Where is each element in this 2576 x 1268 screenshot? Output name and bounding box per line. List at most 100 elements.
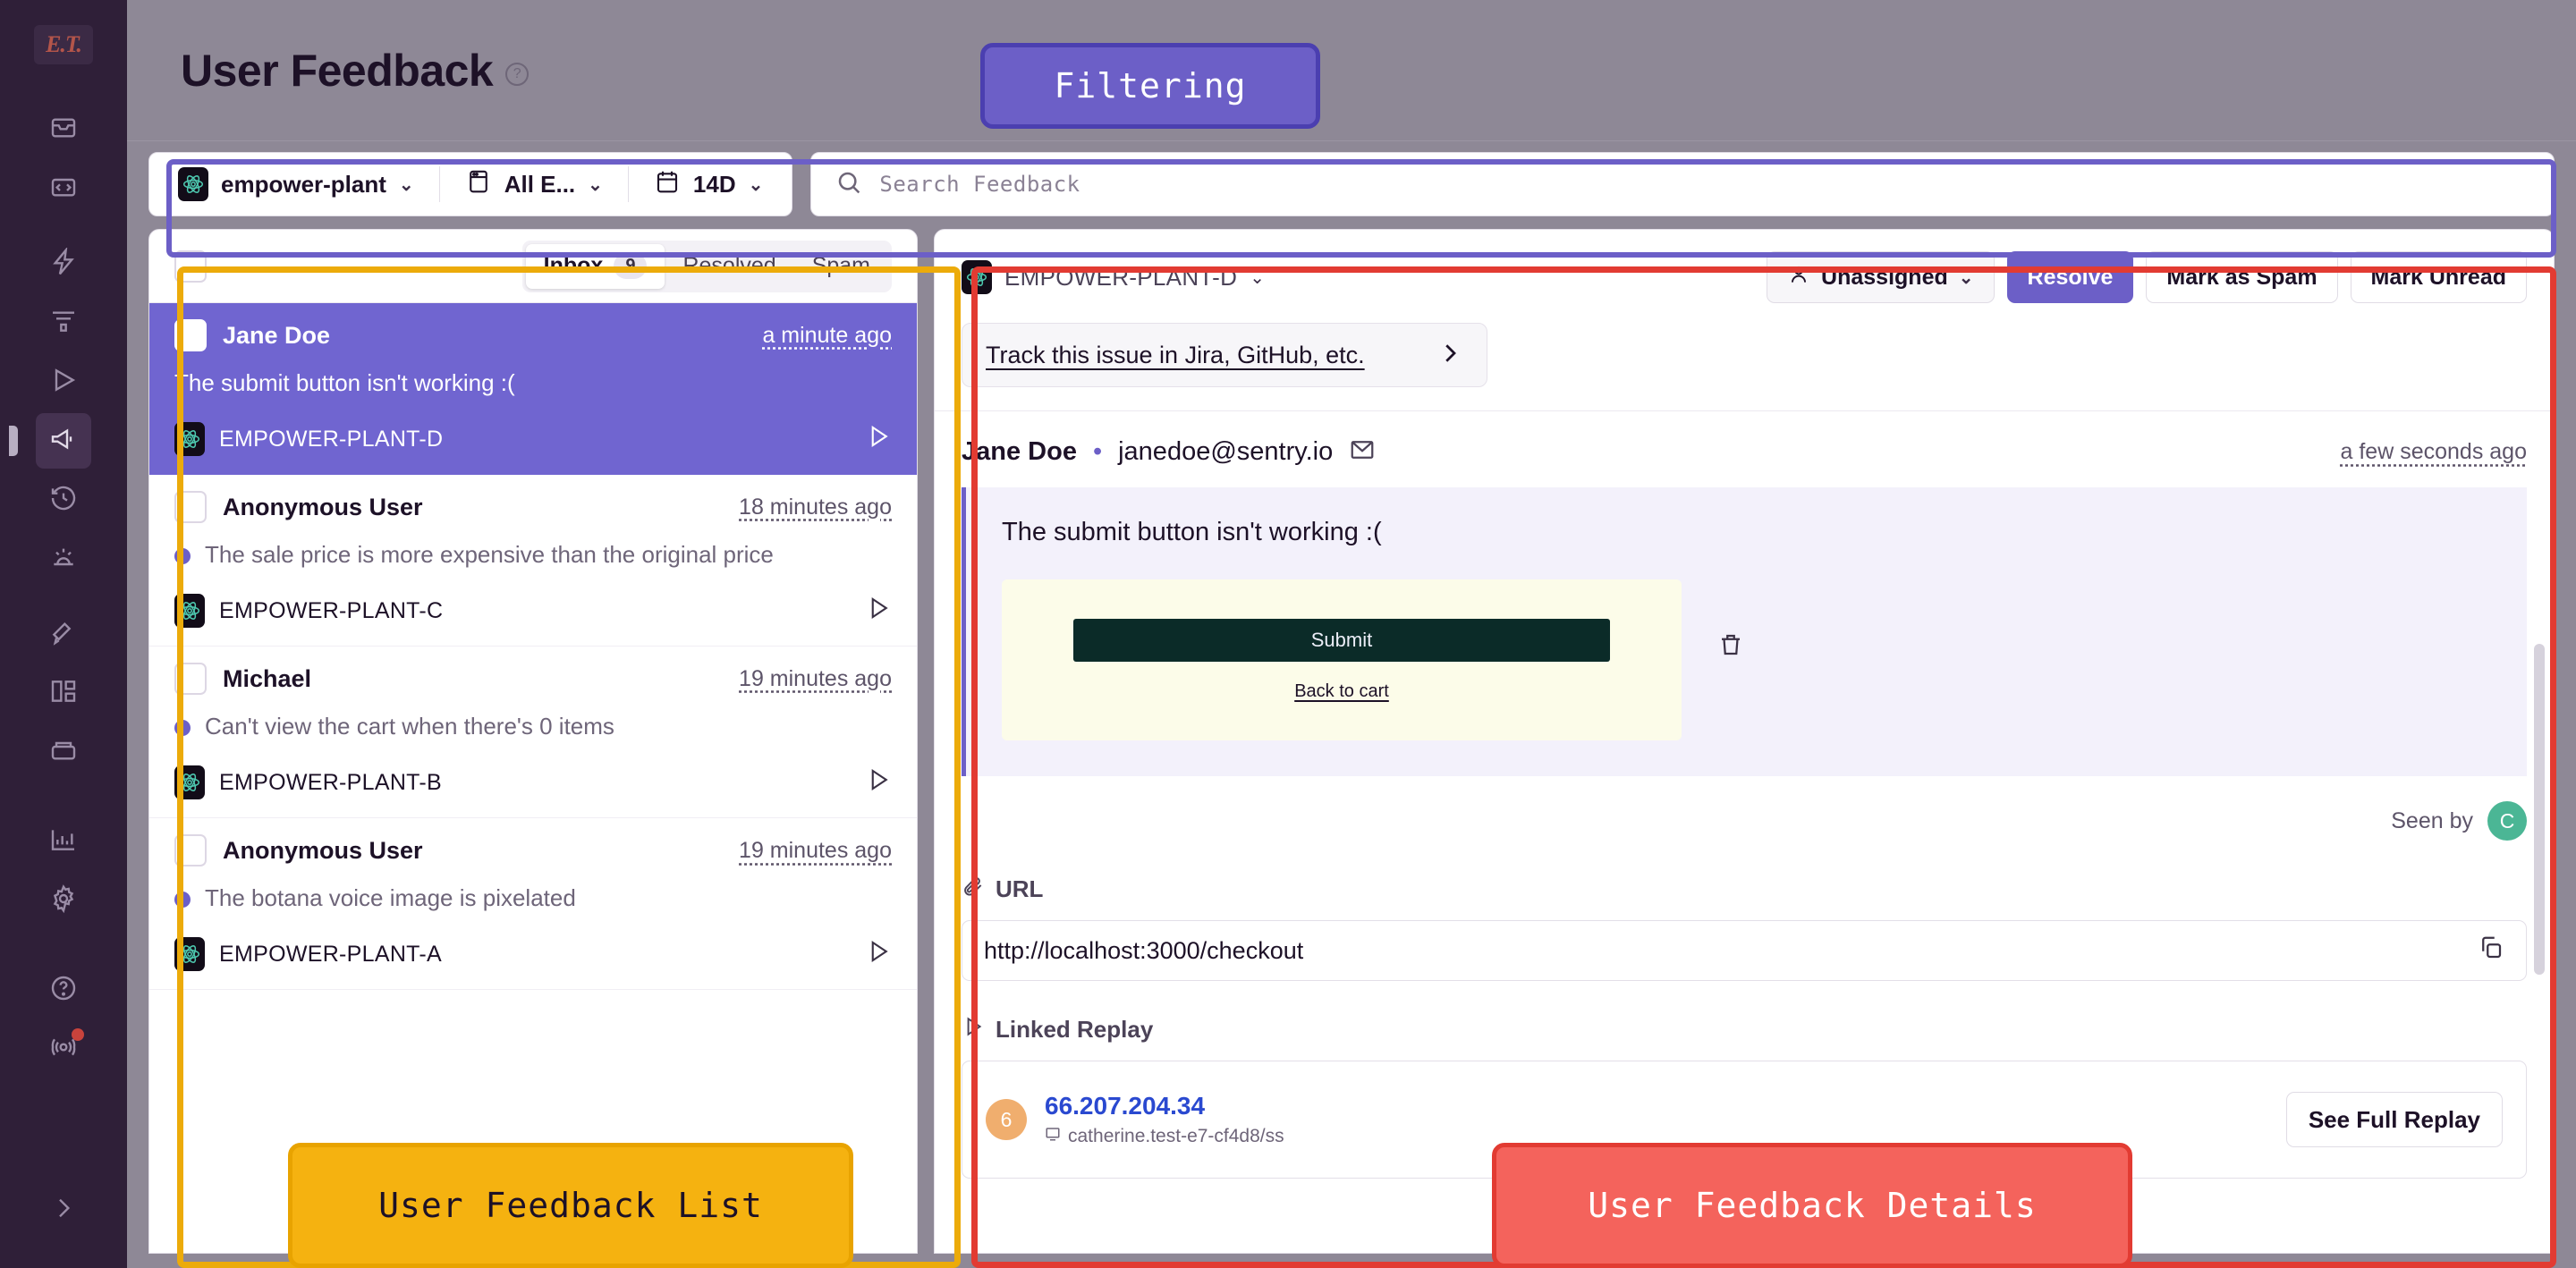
project-filter[interactable]: empower-plant ⌄ [153,157,439,211]
tab-resolved[interactable]: Resolved [665,244,793,289]
copy-icon[interactable] [2478,934,2504,968]
question-circle-icon[interactable]: ? [505,62,530,86]
sidebar: E.T. [0,0,127,1268]
list-item-message-row: The submit button isn't working :( [174,368,892,399]
detail-body: Jane Doe • janedoe@sentry.io a few secon… [935,411,2554,1253]
replay-ip: 66.207.204.34 [1045,1092,1206,1120]
mark-unread-button[interactable]: Mark Unread [2350,251,2527,303]
sidebar-item-replays[interactable] [36,354,91,410]
list-item[interactable]: Anonymous User 18 minutes ago The sale p… [149,475,917,647]
list-item-time: 19 minutes ago [739,837,892,863]
track-issue-button[interactable]: Track this issue in Jira, GitHub, etc. [962,323,1487,387]
detail-scrollbar[interactable] [2534,644,2545,975]
sidebar-item-feedback[interactable] [9,413,91,469]
chevron-down-icon: ⌄ [1250,267,1265,288]
list-item-checkbox[interactable] [174,491,207,524]
sidebar-item-whats-new[interactable] [36,1021,91,1077]
filter-group: empower-plant ⌄ All E... ⌄ 14D [148,152,793,216]
sidebar-item-history[interactable] [36,472,91,528]
author-time: a few seconds ago [2340,439,2527,464]
list-item[interactable]: Anonymous User 19 minutes ago The botana… [149,818,917,991]
author-email: janedoe@sentry.io [1118,437,1334,466]
discover-icon [49,618,78,651]
chevron-down-icon: ⌄ [1958,267,1974,288]
avatar[interactable]: C [2487,801,2527,841]
list-item-checkbox[interactable] [174,319,207,351]
sidebar-item-releases[interactable] [36,724,91,780]
stats-icon [49,825,78,858]
org-logo[interactable]: E.T. [34,25,93,64]
tab-inbox[interactable]: Inbox 9 [525,243,665,289]
sidebar-item-funnel[interactable] [36,295,91,351]
see-full-replay-label: See Full Replay [2308,1105,2480,1133]
sidebar-item-code[interactable] [36,161,91,216]
play-triangle-icon[interactable] [865,423,892,456]
list-item-time: a minute ago [762,322,892,348]
date-filter[interactable]: 14D ⌄ [629,157,788,211]
code-icon [49,173,78,206]
see-full-replay-button[interactable]: See Full Replay [2285,1092,2503,1147]
linked-replay-card[interactable]: 6 66.207.204.34 catherine.test-e7-cf4d8/… [962,1061,2527,1179]
sidebar-expand-toggle[interactable] [36,1182,91,1238]
screenshot-thumbnail[interactable]: Submit Back to cart [1002,579,1682,740]
broadcast-icon [49,1033,78,1066]
detail-project-selector[interactable]: EMPOWER-PLANT-D ⌄ [962,260,1265,294]
notification-badge [72,1028,84,1041]
search-placeholder: Search Feedback [879,172,1080,197]
mark-as-spam-button[interactable]: Mark as Spam [2146,251,2338,303]
trash-icon[interactable] [1717,631,1744,663]
user-icon [1787,263,1810,292]
page-title: User Feedback [181,45,494,96]
resolve-button[interactable]: Resolve [2006,251,2134,303]
tab-spam[interactable]: Spam [794,244,888,289]
list-item-project: EMPOWER-PLANT-D [219,426,444,452]
list-item[interactable]: Michael 19 minutes ago Can't view the ca… [149,647,917,819]
detail-actions: Unassigned ⌄ Resolve Mark as Spam Mark U… [1767,251,2527,303]
list-item-message-row: The sale price is more expensive than th… [174,539,892,571]
sidebar-item-dashboards[interactable] [36,665,91,721]
list-item-checkbox[interactable] [174,834,207,867]
megaphone-icon [49,425,78,458]
divider [438,166,440,202]
play-triangle-icon[interactable] [865,938,892,971]
list-item-checkbox[interactable] [174,663,207,696]
divider [627,166,629,202]
resolve-label: Resolve [2027,264,2114,290]
sidebar-item-issues[interactable] [36,102,91,157]
search-input[interactable]: Search Feedback [810,152,2555,216]
select-all-checkbox[interactable] [174,249,207,283]
sidebar-item-discover[interactable] [36,606,91,662]
calendar-icon [654,168,681,201]
sidebar-item-alerts[interactable] [36,531,91,587]
envelope-icon[interactable] [1349,436,1376,468]
screenshot-submit-button: Submit [1073,618,1610,662]
issues-icon [49,114,78,147]
sidebar-item-stats[interactable] [36,814,91,869]
detail-header: EMPOWER-PLANT-D ⌄ Unassigned ⌄ Resolve [935,230,2554,303]
sidebar-item-settings[interactable] [36,873,91,928]
list-item-header: Anonymous User 19 minutes ago [174,834,892,867]
replay-subtitle-text: catherine.test-e7-cf4d8/ss [1068,1126,1284,1146]
react-icon [962,260,992,294]
org-logo-text: E.T. [46,31,82,57]
react-icon [174,937,205,972]
assignee-label: Unassigned [1821,264,1948,290]
sidebar-item-help[interactable] [36,962,91,1018]
replay-info: 66.207.204.34 catherine.test-e7-cf4d8/ss [1045,1092,1284,1147]
environment-filter-label: All E... [504,170,576,198]
environment-filter[interactable]: All E... ⌄ [440,157,628,211]
sidebar-item-performance[interactable] [36,236,91,292]
list-item[interactable]: Jane Doe a minute ago The submit button … [149,303,917,476]
feedback-list-body[interactable]: Jane Doe a minute ago The submit button … [149,303,917,1253]
list-item-name: Michael [223,664,312,692]
play-triangle-icon[interactable] [865,766,892,799]
seen-by-row: Seen by C [962,776,2527,841]
divider [935,410,2554,411]
author-row: Jane Doe • janedoe@sentry.io a few secon… [962,411,2527,487]
url-field[interactable]: http://localhost:3000/checkout [962,920,2527,981]
assignee-dropdown[interactable]: Unassigned ⌄ [1767,251,1995,303]
mark-unread-label: Mark Unread [2370,264,2506,290]
react-icon [174,422,205,457]
play-triangle-icon[interactable] [865,595,892,628]
play-triangle-icon [962,1015,985,1044]
